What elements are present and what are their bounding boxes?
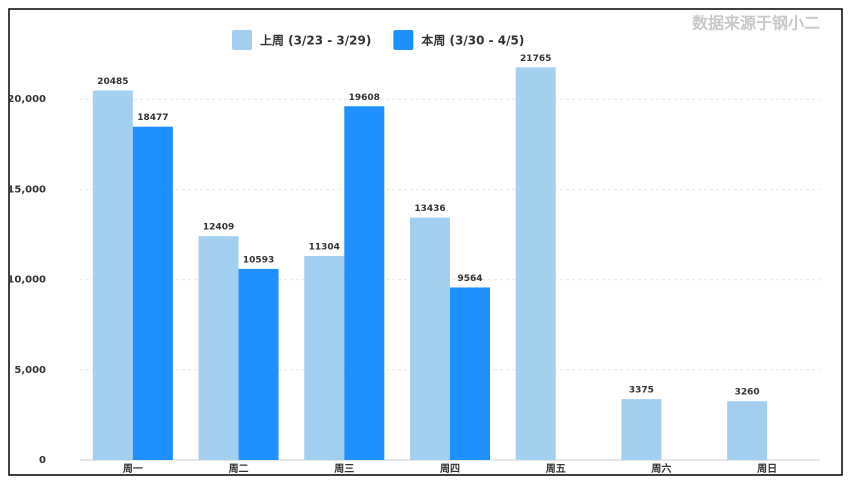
source-note: 数据来源于钢小二: [692, 14, 820, 33]
bar: [132, 126, 173, 460]
value-label: 13436: [414, 204, 445, 214]
legend-swatch: [393, 30, 414, 50]
value-label: 9564: [457, 274, 482, 284]
bar: [515, 67, 556, 460]
value-label: 21765: [520, 54, 551, 64]
x-tick-label: 周二: [229, 463, 249, 475]
legend-label: 上周 (3/23 - 3/29): [260, 33, 371, 48]
value-label: 11304: [309, 243, 340, 253]
value-label: 3375: [629, 386, 654, 396]
bar: [410, 217, 450, 460]
bar: [92, 90, 133, 461]
y-tick-label: 20,000: [7, 94, 46, 105]
bar: [304, 256, 345, 460]
legend-label: 本周 (3/30 - 4/5): [421, 33, 524, 48]
y-tick-label: 10,000: [7, 275, 46, 286]
value-label: 18477: [137, 113, 168, 123]
y-tick-label: 15,000: [7, 184, 46, 195]
x-tick-label: 周六: [651, 462, 671, 475]
x-tick-label: 周四: [440, 463, 460, 475]
bar: [198, 236, 239, 460]
bar: [238, 268, 279, 460]
x-tick-label: 周五: [546, 463, 566, 475]
value-label: 10593: [243, 255, 274, 265]
x-tick-label: 周日: [757, 463, 777, 475]
value-label: 12409: [203, 223, 234, 233]
bar: [344, 106, 385, 461]
value-label: 19608: [349, 93, 380, 103]
value-label: 3260: [735, 388, 760, 398]
y-tick-label: 5,000: [14, 365, 46, 376]
y-tick-label: 0: [39, 455, 46, 466]
legend-swatch: [232, 30, 252, 50]
bar: [621, 399, 662, 460]
frame: [8, 8, 843, 476]
x-tick-label: 周三: [334, 463, 354, 475]
x-tick-label: 周一: [123, 463, 143, 475]
bar: [450, 287, 490, 460]
value-label: 20485: [97, 77, 128, 87]
bar: [727, 401, 768, 460]
